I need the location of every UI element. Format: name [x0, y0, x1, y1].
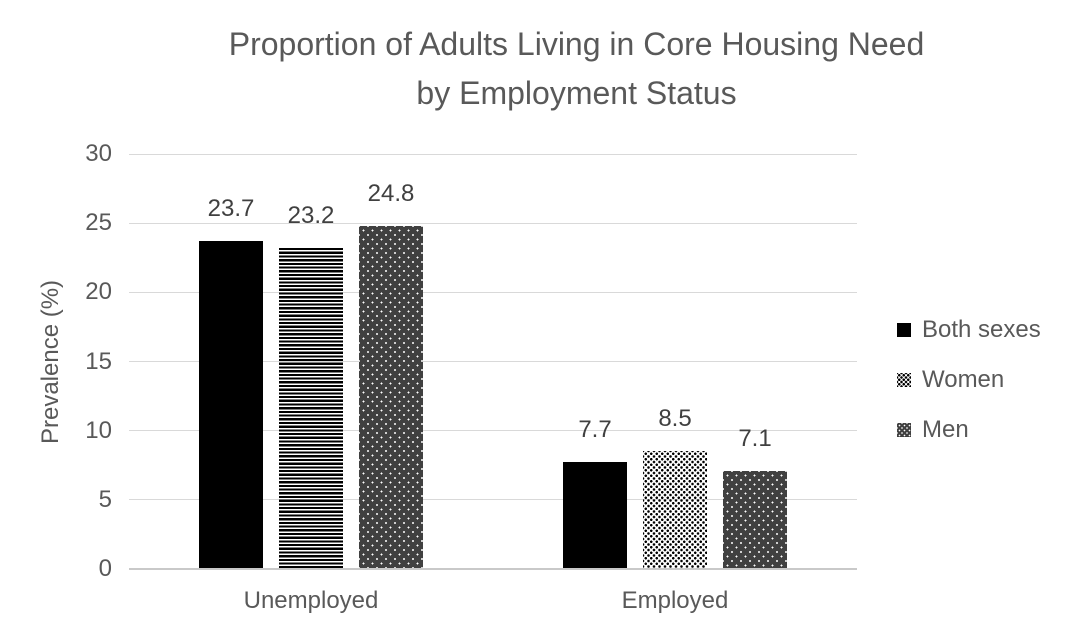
bar-data-label-both-sexes-employed: 7.7: [578, 416, 612, 443]
bar-men-employed: [723, 471, 787, 569]
legend: Both sexes Women Men: [897, 305, 1041, 455]
chart-title: Proportion of Adults Living in Core Hous…: [84, 20, 1069, 118]
bar-women-unemployed: [279, 248, 343, 569]
y-tick-label-15: 15: [85, 347, 112, 375]
legend-item-women: Women: [897, 355, 1041, 405]
bar-men-unemployed: [359, 226, 423, 569]
bar-data-label-women-employed: 8.5: [658, 405, 692, 432]
y-tick-label-20: 20: [85, 278, 112, 306]
legend-item-both-sexes: Both sexes: [897, 305, 1041, 355]
gridline-30: [129, 153, 857, 155]
bar-data-label-men-employed: 7.1: [738, 425, 772, 452]
legend-item-men: Men: [897, 405, 1041, 455]
bar-both-sexes-employed: [563, 462, 627, 569]
legend-label-both-sexes: Both sexes: [922, 316, 1041, 343]
y-tick-label-30: 30: [85, 140, 112, 167]
legend-label-men: Men: [922, 416, 969, 443]
legend-label-women: Women: [922, 366, 1005, 393]
y-tick-label-5: 5: [98, 485, 112, 513]
chart-title-line2: by Employment Status: [416, 75, 737, 111]
bar-data-label-men-unemployed: 24.8: [367, 180, 415, 207]
bar-data-label-women-unemployed: 23.2: [287, 202, 335, 229]
gridline-5: [129, 499, 857, 501]
bar-data-label-both-sexes-unemployed: 23.7: [207, 195, 255, 222]
x-axis-line: [129, 568, 857, 570]
bar-both-sexes-unemployed: [199, 241, 263, 569]
legend-swatch-women: [897, 373, 911, 387]
legend-swatch-men: [897, 423, 911, 437]
gridline-15: [129, 361, 857, 362]
bar-women-employed: [643, 451, 707, 569]
y-tick-label-25: 25: [85, 209, 112, 237]
chart-title-line1: Proportion of Adults Living in Core Hous…: [228, 26, 925, 62]
legend-swatch-both-sexes: [897, 323, 911, 337]
y-tick-label-10: 10: [85, 416, 112, 444]
category-label-employed: Employed: [621, 587, 729, 614]
gridline-20: [129, 291, 857, 293]
gridline-25: [129, 222, 857, 224]
category-label-unemployed: Unemployed: [243, 587, 379, 614]
y-tick-label-0: 0: [98, 555, 112, 582]
gridline-10: [129, 430, 857, 432]
